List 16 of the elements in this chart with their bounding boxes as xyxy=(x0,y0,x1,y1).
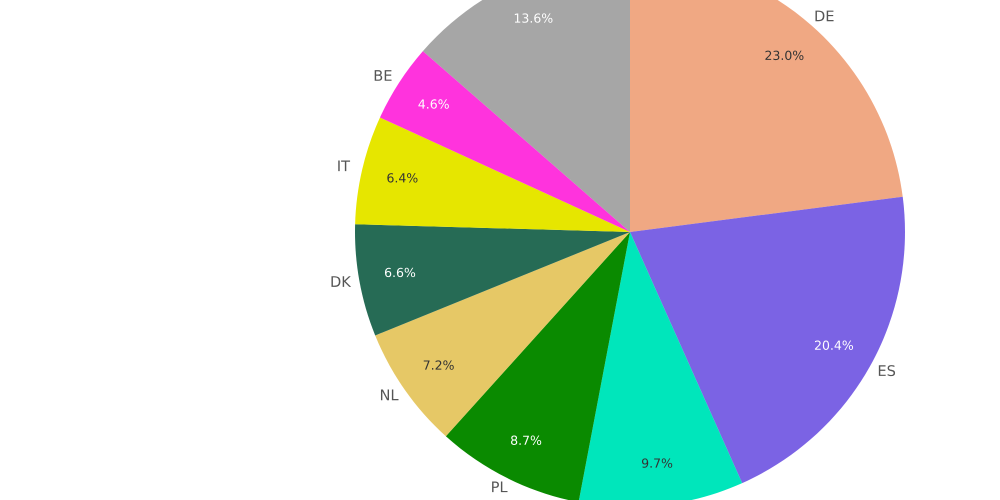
slice-label: NL xyxy=(380,390,398,400)
data-label: 8.7% xyxy=(511,436,542,445)
data-label: 4.6% xyxy=(418,99,449,109)
slice-label: DE xyxy=(815,10,834,22)
data-label: 20.4% xyxy=(814,340,854,350)
slice-label: DK xyxy=(331,276,352,287)
data-label: 6.6% xyxy=(384,268,416,278)
slice-label: PL xyxy=(492,482,508,492)
data-label: 23.0% xyxy=(765,50,804,60)
data-label: 7.2% xyxy=(424,360,454,370)
data-label: 6.4% xyxy=(387,173,418,183)
slice-label: BE xyxy=(374,70,392,81)
data-label: 9.7% xyxy=(642,458,672,468)
data-label: 13.6% xyxy=(514,13,552,23)
slice-label: ES xyxy=(878,365,896,376)
slice-label: IT xyxy=(338,160,350,172)
